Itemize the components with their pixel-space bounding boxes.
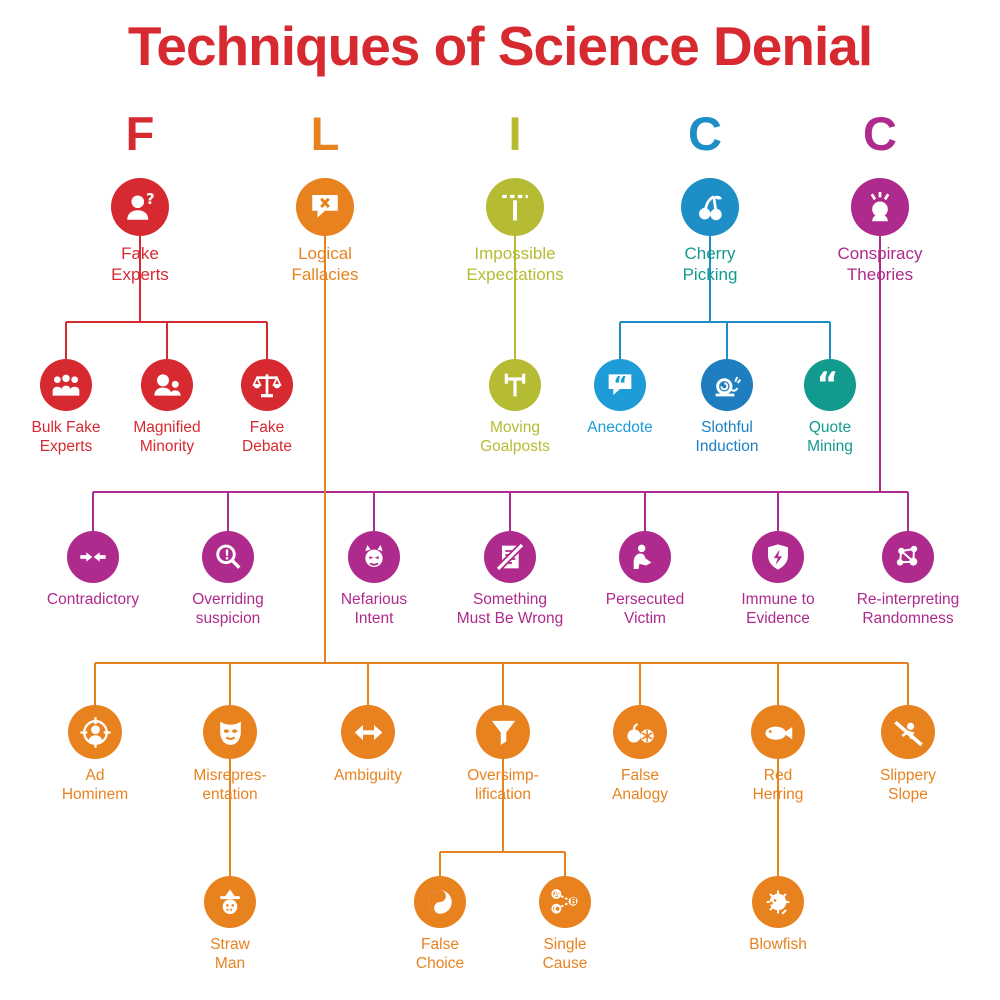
- conspiracy-theories-label: Conspiracy Theories: [837, 244, 923, 284]
- reinterpreting-randomness-node: Re-interpreting Randomness: [833, 531, 983, 629]
- logical-fallacies-icon: [296, 178, 354, 236]
- blowfish-icon: [752, 876, 804, 928]
- something-must-be-wrong-label: Something Must Be Wrong: [456, 591, 564, 627]
- impossible-expectations-icon: [486, 178, 544, 236]
- branch-letter-impossible-expectations: I: [508, 107, 522, 160]
- overriding-suspicion-node: Overriding suspicion: [153, 531, 303, 629]
- slippery-slope-label: Slippery Slope: [880, 767, 936, 803]
- ambiguity-node: Ambiguity: [293, 705, 443, 786]
- immune-to-evidence-label: Immune to Evidence: [741, 591, 815, 627]
- slothful-induction-node: Slothful Induction: [652, 359, 802, 457]
- bulk-fake-experts-icon: [40, 359, 92, 411]
- single-cause-node: Single Cause: [490, 876, 640, 974]
- fake-debate-icon: [241, 359, 293, 411]
- misrepresentation-label: Misrepres- entation: [193, 767, 267, 803]
- misrepresentation-node: Misrepres- entation: [155, 705, 305, 805]
- contradictory-node: Contradictory: [18, 531, 168, 610]
- page-title: Techniques of Science Denial: [127, 15, 873, 77]
- bulk-fake-experts-node: Bulk Fake Experts: [0, 359, 141, 457]
- logical-fallacies-label: Logical Fallacies: [291, 244, 359, 284]
- fake-experts-node: Fake Experts: [65, 178, 215, 285]
- immune-to-evidence-icon: [752, 531, 804, 583]
- ambiguity-label: Ambiguity: [333, 767, 403, 784]
- conspiracy-theories-icon: [851, 178, 909, 236]
- cherry-picking-label: Cherry Picking: [682, 244, 738, 284]
- ad-hominem-icon: [68, 705, 122, 759]
- oversimplification-icon: [476, 705, 530, 759]
- fake-experts-label: Fake Experts: [111, 244, 169, 284]
- ambiguity-icon: [341, 705, 395, 759]
- something-must-be-wrong-node: Something Must Be Wrong: [435, 531, 585, 629]
- straw-man-label: Straw Man: [210, 936, 250, 972]
- immune-to-evidence-node: Immune to Evidence: [703, 531, 853, 629]
- magnified-minority-label: Magnified Minority: [133, 419, 201, 455]
- single-cause-icon: [539, 876, 591, 928]
- red-herring-node: Red Herring: [703, 705, 853, 805]
- oversimplification-label: Oversimp- lification: [467, 767, 539, 803]
- branch-letter-fake-experts: F: [125, 107, 155, 160]
- slothful-induction-label: Slothful Induction: [695, 419, 759, 455]
- misrepresentation-icon: [203, 705, 257, 759]
- bulk-fake-experts-label: Bulk Fake Experts: [31, 419, 101, 455]
- conspiracy-theories-node: Conspiracy Theories: [805, 178, 955, 285]
- false-choice-icon: [414, 876, 466, 928]
- overriding-suspicion-icon: [202, 531, 254, 583]
- cherry-picking-icon: [681, 178, 739, 236]
- red-herring-label: Red Herring: [752, 767, 804, 803]
- ad-hominem-node: Ad Hominem: [20, 705, 170, 805]
- magnified-minority-icon: [141, 359, 193, 411]
- slippery-slope-icon: [881, 705, 935, 759]
- blowfish-node: Blowfish: [703, 876, 853, 955]
- straw-man-node: Straw Man: [155, 876, 305, 974]
- slippery-slope-node: Slippery Slope: [833, 705, 983, 805]
- anecdote-node: Anecdote: [545, 359, 695, 438]
- moving-goalposts-label: Moving Goalposts: [480, 419, 550, 455]
- fake-experts-icon: [111, 178, 169, 236]
- moving-goalposts-node: Moving Goalposts: [440, 359, 590, 457]
- cherry-picking-node: Cherry Picking: [635, 178, 785, 285]
- magnified-minority-node: Magnified Minority: [92, 359, 242, 457]
- nefarious-intent-icon: [348, 531, 400, 583]
- logical-fallacies-node: Logical Fallacies: [250, 178, 400, 285]
- straw-man-icon: [204, 876, 256, 928]
- red-herring-icon: [751, 705, 805, 759]
- single-cause-label: Single Cause: [542, 936, 588, 972]
- contradictory-label: Contradictory: [46, 591, 140, 608]
- persecuted-victim-icon: [619, 531, 671, 583]
- impossible-expectations-node: Impossible Expectations: [440, 178, 590, 285]
- quote-mining-label: Quote Mining: [807, 419, 853, 455]
- slothful-induction-icon: [701, 359, 753, 411]
- overriding-suspicion-label: Overriding suspicion: [192, 591, 264, 627]
- branch-letter-cherry-picking: C: [688, 107, 722, 160]
- oversimplification-node: Oversimp- lification: [428, 705, 578, 805]
- persecuted-victim-label: Persecuted Victim: [605, 591, 685, 627]
- persecuted-victim-node: Persecuted Victim: [570, 531, 720, 629]
- false-analogy-node: False Analogy: [565, 705, 715, 805]
- impossible-expectations-label: Impossible Expectations: [466, 244, 564, 284]
- blowfish-label: Blowfish: [749, 936, 807, 953]
- nefarious-intent-node: Nefarious Intent: [299, 531, 449, 629]
- anecdote-icon: [594, 359, 646, 411]
- contradictory-icon: [67, 531, 119, 583]
- branch-letter-logical-fallacies: L: [310, 107, 340, 160]
- reinterpreting-randomness-icon: [882, 531, 934, 583]
- false-analogy-label: False Analogy: [611, 767, 668, 803]
- moving-goalposts-icon: [489, 359, 541, 411]
- anecdote-label: Anecdote: [587, 419, 653, 436]
- false-choice-node: False Choice: [365, 876, 515, 974]
- false-choice-label: False Choice: [415, 936, 465, 972]
- reinterpreting-randomness-label: Re-interpreting Randomness: [856, 591, 960, 627]
- fake-debate-label: Fake Debate: [242, 419, 292, 455]
- quote-mining-node: Quote Mining: [755, 359, 905, 457]
- false-analogy-icon: [613, 705, 667, 759]
- something-must-be-wrong-icon: [484, 531, 536, 583]
- branch-letter-conspiracy-theories: C: [863, 107, 897, 160]
- quote-mining-icon: [804, 359, 856, 411]
- nefarious-intent-label: Nefarious Intent: [340, 591, 408, 627]
- fake-debate-node: Fake Debate: [192, 359, 342, 457]
- ad-hominem-label: Ad Hominem: [61, 767, 129, 803]
